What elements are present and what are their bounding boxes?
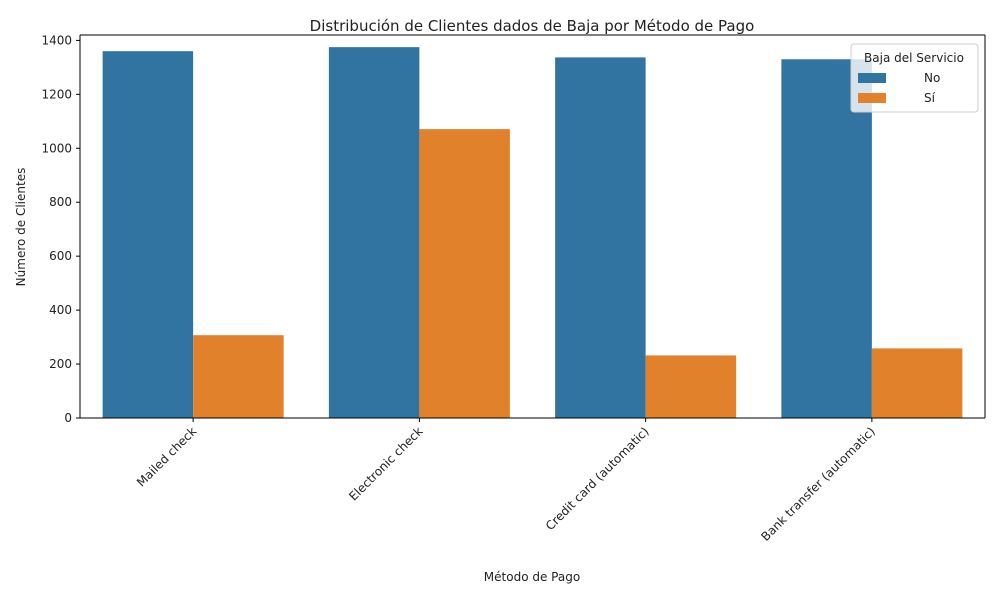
y-tick-label: 600 [49, 249, 72, 263]
bar-si-4 [871, 348, 963, 418]
bar-si-2 [419, 129, 510, 418]
bars-group [102, 47, 963, 419]
legend: Baja del Servicio No Sí [850, 43, 979, 113]
bar-no-3 [555, 57, 646, 418]
y-tick-label: 400 [49, 303, 72, 317]
bar-no-4 [781, 59, 872, 419]
y-axis: 0 200 400 600 800 1000 1200 1400 [41, 33, 80, 425]
legend-swatch-si [858, 93, 886, 103]
bar-no-1 [102, 51, 194, 419]
legend-items: No Sí [858, 71, 940, 105]
x-tick-label: Bank transfer (automatic) [758, 424, 878, 544]
x-tick-label: Credit card (automatic) [543, 424, 652, 533]
legend-title: Baja del Servicio [864, 51, 964, 65]
bar-si-3 [645, 355, 737, 418]
x-axis-title: Método de Pago [484, 570, 580, 584]
y-tick-label: 0 [64, 411, 72, 425]
y-tick-label: 1000 [41, 141, 72, 155]
y-tick-label: 1200 [41, 87, 72, 101]
bar-si-1 [193, 335, 284, 418]
y-tick-label: 800 [49, 195, 72, 209]
legend-label-si: Sí [924, 91, 936, 105]
legend-label-no: No [924, 71, 940, 85]
x-tick-label: Mailed check [134, 424, 199, 489]
y-tick-label: 1400 [41, 33, 72, 47]
x-tick-label: Electronic check [346, 424, 425, 503]
chart-title: Distribución de Clientes dados de Baja p… [310, 17, 755, 35]
bar-no-2 [328, 47, 420, 418]
y-tick-label: 200 [49, 357, 72, 371]
x-axis: Mailed check Electronic check Credit card … [134, 418, 878, 544]
legend-swatch-no [858, 73, 886, 83]
y-axis-title: Número de Clientes [14, 168, 28, 287]
